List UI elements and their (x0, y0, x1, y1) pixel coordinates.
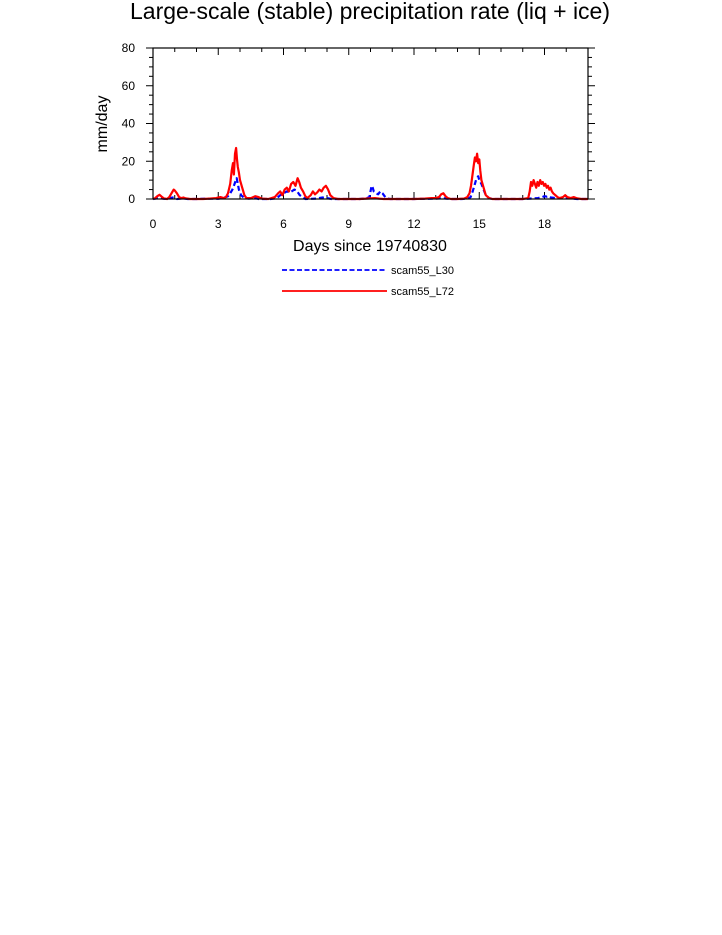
x-tick-label: 6 (280, 217, 287, 231)
legend-label: scam55_L30 (391, 265, 454, 277)
x-tick-label: 18 (538, 217, 552, 231)
legend: scam55_L30 scam55_L72 (282, 265, 454, 298)
x-tick-label: 12 (407, 217, 421, 231)
x-axis-label: Days since 19740830 (293, 238, 447, 255)
x-tick-label: 3 (215, 217, 222, 231)
x-tick-label: 0 (150, 217, 157, 231)
legend-label: scam55_L72 (391, 286, 454, 298)
x-tick-label: 15 (473, 217, 487, 231)
plot-area (152, 146, 588, 201)
plot-frame (152, 47, 589, 200)
y-tick-label: 20 (122, 154, 136, 168)
chart-title: Large-scale (stable) precipitation rate … (130, 0, 610, 24)
y-tick-label: 0 (128, 192, 135, 206)
y-tick-label: 40 (122, 117, 136, 131)
axis-ticks: 0 3 6 9 12 15 18 0 20 40 60 80 (122, 41, 595, 231)
y-tick-label: 80 (122, 41, 136, 55)
y-axis-label: mm/day (94, 96, 111, 153)
x-tick-label: 9 (345, 217, 352, 231)
y-tick-label: 60 (122, 79, 136, 93)
